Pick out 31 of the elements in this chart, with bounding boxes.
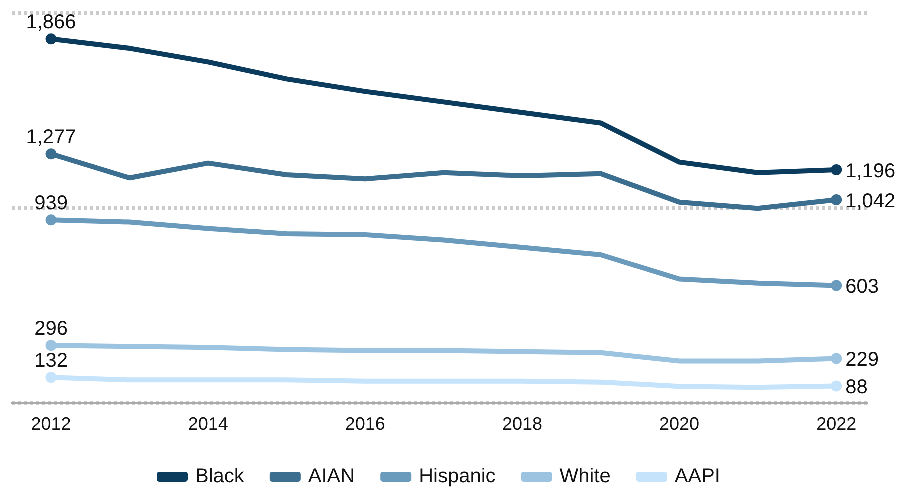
data-label: 1,277 bbox=[26, 126, 76, 149]
legend-label: Hispanic bbox=[419, 466, 496, 488]
point bbox=[46, 148, 57, 160]
point bbox=[831, 194, 842, 206]
data-label: 88 bbox=[846, 376, 868, 399]
point bbox=[831, 164, 842, 176]
data-label: 132 bbox=[34, 350, 68, 372]
legend-label: AAPI bbox=[674, 466, 720, 488]
data-label: 1,042 bbox=[846, 190, 896, 213]
data-label: 296 bbox=[34, 318, 68, 340]
data-label: 229 bbox=[846, 349, 879, 372]
point bbox=[831, 280, 842, 292]
point bbox=[831, 353, 842, 364]
legend-label: AIAN bbox=[308, 466, 356, 488]
data-label: 939 bbox=[34, 192, 68, 215]
x-tick-label: 2014 bbox=[188, 414, 228, 434]
x-tick-label: 2020 bbox=[660, 414, 700, 434]
x-tick-label: 2018 bbox=[502, 414, 542, 434]
point bbox=[46, 340, 57, 352]
x-tick-label: 2012 bbox=[31, 414, 72, 434]
point bbox=[46, 214, 57, 226]
legend-label: Black bbox=[196, 466, 246, 488]
data-label: 1,196 bbox=[846, 160, 896, 182]
legend-label: White bbox=[560, 466, 611, 488]
data-label: 603 bbox=[846, 276, 879, 298]
point bbox=[46, 372, 57, 384]
x-tick-label: 2022 bbox=[816, 414, 857, 434]
point bbox=[831, 380, 842, 392]
x-tick-label: 2016 bbox=[345, 414, 386, 434]
point bbox=[46, 34, 57, 45]
data-label: 1,866 bbox=[26, 12, 76, 34]
